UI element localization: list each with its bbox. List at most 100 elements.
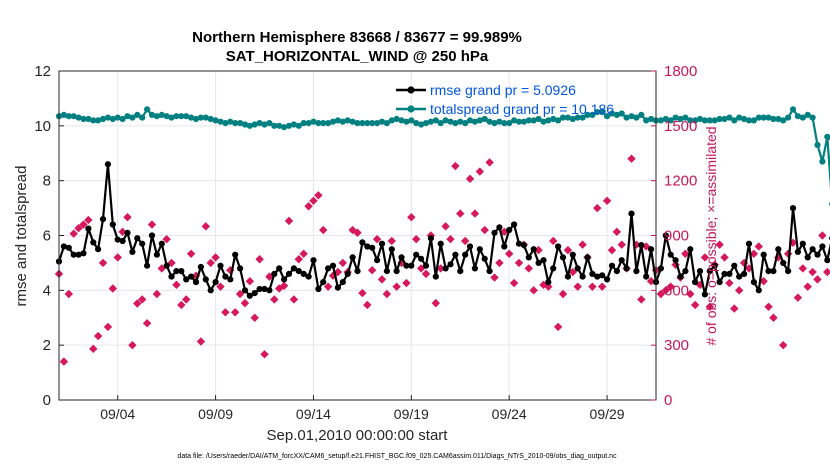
- obs-point-152: [798, 264, 808, 273]
- obs-point-8: [93, 331, 103, 341]
- obs-point-68: [387, 236, 396, 246]
- rmse-point-8: [95, 246, 102, 253]
- rmse-point-120: [643, 273, 650, 280]
- obs-point-83: [460, 236, 470, 246]
- spread-point-150: [789, 106, 797, 113]
- obs-point-85: [470, 209, 480, 218]
- rmse-point-39: [246, 292, 253, 299]
- rmse-point-34: [222, 273, 229, 280]
- obs-point-41: [255, 255, 264, 264]
- spread-point-36: [232, 120, 239, 127]
- rmse-point-35: [227, 276, 234, 283]
- obs-point-6: [84, 215, 93, 225]
- spread-point-157: [824, 133, 830, 140]
- spread-point-10: [104, 114, 111, 121]
- spread-point-88: [486, 118, 493, 125]
- spread-point-49: [295, 122, 302, 129]
- obs-point-42: [260, 350, 269, 359]
- rmse-point-1: [60, 243, 67, 250]
- spread-point-154: [809, 114, 816, 121]
- rmse-point-98: [535, 259, 542, 266]
- spread-point-92: [506, 120, 513, 127]
- rmse-point-140: [741, 270, 748, 277]
- spread-point-125: [667, 117, 674, 124]
- obs-point-72: [407, 213, 416, 222]
- rmse-point-10: [104, 161, 111, 168]
- rmse-point-131: [696, 268, 704, 275]
- obs-point-78: [436, 264, 445, 273]
- obs-point-19: [147, 220, 157, 229]
- rmse-point-30: [202, 276, 209, 283]
- rmse-point-134: [711, 262, 718, 269]
- rmse-point-90: [496, 224, 503, 231]
- y-left-tick-label-1: 2: [43, 337, 51, 354]
- obs-point-82: [456, 209, 465, 218]
- spread-point-79: [442, 117, 449, 124]
- rmse-point-67: [383, 268, 390, 275]
- legend-spread-marker: [407, 105, 415, 113]
- obs-point-143: [754, 242, 763, 251]
- rmse-point-148: [780, 259, 787, 266]
- rmse-point-56: [329, 262, 337, 269]
- spread-point-78: [437, 120, 444, 127]
- rmse-point-68: [388, 246, 395, 253]
- rmse-point-52: [310, 257, 317, 264]
- rmse-point-121: [648, 246, 655, 253]
- spread-series: [55, 106, 830, 207]
- spread-point-135: [716, 115, 723, 123]
- rmse-point-108: [584, 254, 591, 261]
- spread-point-116: [623, 114, 630, 121]
- rmse-point-155: [814, 251, 821, 258]
- rmse-point-3: [70, 251, 77, 258]
- spread-point-73: [413, 120, 420, 127]
- rmse-point-15: [129, 248, 136, 255]
- rmse-point-105: [569, 251, 576, 258]
- legend-spread-label: totalspread grand pr = 10.186: [430, 101, 614, 117]
- obs-point-31: [206, 258, 215, 268]
- rmse-point-71: [403, 262, 410, 269]
- spread-point-102: [555, 117, 562, 124]
- obs-point-40: [250, 313, 259, 322]
- obs-point-12: [113, 253, 122, 262]
- spread-point-117: [628, 113, 635, 120]
- obs-point-9: [98, 258, 108, 268]
- spread-point-80: [447, 118, 454, 125]
- rmse-point-50: [300, 270, 307, 277]
- obs-point-77: [431, 298, 440, 308]
- rmse-point-83: [462, 251, 469, 258]
- obs-point-93: [509, 278, 519, 288]
- obs-point-17: [137, 295, 147, 304]
- obs-point-97: [529, 286, 538, 295]
- rmse-point-100: [545, 279, 552, 286]
- rmse-point-124: [662, 232, 669, 239]
- obs-point-46: [279, 281, 289, 290]
- spread-point-139: [736, 114, 743, 121]
- spread-point-39: [246, 122, 253, 129]
- obs-point-1: [59, 357, 69, 366]
- obs-point-117: [627, 154, 636, 163]
- obs-point-11: [108, 284, 118, 293]
- obs-point-29: [196, 337, 206, 346]
- rmse-point-21: [158, 240, 165, 247]
- rmse-point-2: [65, 244, 72, 251]
- rmse-point-102: [555, 243, 562, 250]
- spread-point-85: [471, 118, 478, 125]
- rmse-point-80: [447, 261, 454, 268]
- rmse-point-138: [731, 262, 738, 269]
- obs-point-54: [319, 225, 328, 235]
- y-axis-left: 0 2 4 6 8 10 12: [34, 63, 64, 409]
- rmse-point-48: [290, 265, 297, 272]
- spread-point-69: [393, 115, 400, 123]
- y-right-tick-label-2: 600: [664, 282, 689, 299]
- obs-point-151: [793, 293, 803, 302]
- rmse-point-147: [775, 246, 782, 253]
- spread-point-148: [780, 117, 787, 124]
- rmse-point-27: [188, 273, 195, 280]
- obs-point-129: [686, 289, 695, 299]
- y-left-tick-label-5: 10: [34, 118, 51, 135]
- rmse-point-106: [574, 265, 581, 272]
- obs-point-48: [289, 295, 299, 304]
- rmse-point-99: [540, 257, 547, 264]
- spread-point-107: [579, 114, 586, 121]
- rmse-point-123: [657, 265, 665, 272]
